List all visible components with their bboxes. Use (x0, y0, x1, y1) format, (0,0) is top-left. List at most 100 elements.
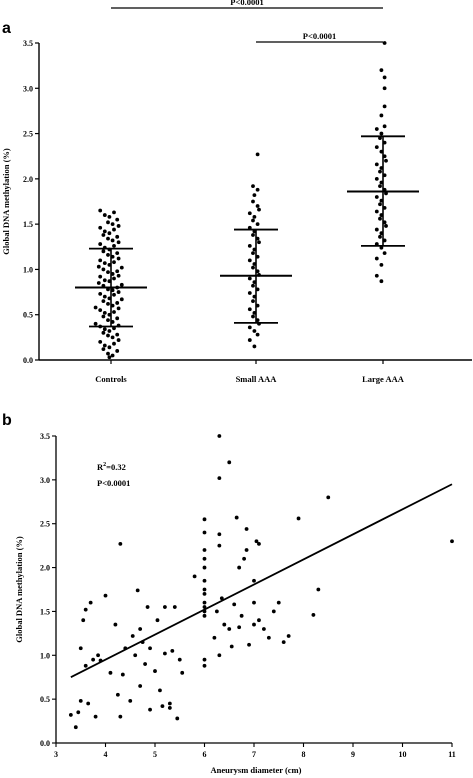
x-tick-label: 6 (203, 750, 207, 759)
data-point (382, 86, 387, 91)
data-point (101, 330, 106, 335)
data-point (257, 240, 261, 245)
data-point (251, 314, 255, 319)
y-tick-label: 3.0 (40, 476, 50, 485)
data-point (116, 224, 121, 228)
data-point (116, 256, 121, 261)
data-point (202, 565, 207, 570)
data-point (115, 217, 120, 222)
x-category-label: Controls (95, 374, 127, 384)
data-point (160, 704, 165, 709)
data-point (91, 657, 96, 662)
data-point (374, 176, 379, 181)
data-point (145, 605, 150, 609)
data-point (192, 574, 197, 579)
data-point (110, 335, 115, 340)
data-point (247, 258, 252, 263)
y-tick-label: 3.5 (40, 432, 50, 441)
data-point (101, 267, 106, 272)
data-point (276, 600, 281, 605)
data-point (382, 104, 387, 109)
data-point (257, 541, 261, 546)
data-point (106, 253, 110, 257)
data-point (96, 653, 100, 658)
data-point (68, 713, 73, 717)
data-point (83, 607, 88, 612)
data-point (112, 292, 116, 297)
data-point (382, 41, 387, 45)
data-point (110, 238, 115, 243)
data-point (102, 311, 107, 315)
y-tick-label: 2.5 (40, 520, 50, 529)
data-point (102, 229, 107, 234)
data-point (251, 218, 255, 223)
data-point (167, 701, 172, 706)
data-point (255, 332, 260, 337)
data-point (138, 627, 143, 631)
data-point (378, 216, 382, 221)
data-point (116, 273, 121, 278)
y-tick-label: 2.0 (40, 564, 50, 573)
data-point (107, 355, 112, 360)
data-point (202, 657, 207, 662)
data-point (379, 263, 384, 267)
y-tick-label: 1.5 (40, 607, 50, 616)
p-value-annotation: P<0.0001 (97, 478, 130, 488)
data-point (374, 145, 379, 150)
data-point (76, 710, 81, 715)
data-point (374, 273, 379, 278)
data-point (251, 283, 255, 288)
data-point (234, 515, 239, 520)
panel-a-significance-bars: P<0.0001 P<0.0001 (111, 0, 383, 43)
data-point (172, 605, 177, 609)
data-point (86, 701, 91, 706)
data-point (119, 265, 124, 270)
data-point (247, 325, 252, 330)
data-point (227, 627, 232, 631)
data-point (247, 338, 252, 342)
data-point (93, 714, 98, 719)
data-point (110, 353, 115, 358)
panel-b-y-axis-label: Global DNA methylation (%) (14, 536, 24, 643)
data-point (167, 706, 172, 710)
data-point (120, 672, 125, 677)
data-point (148, 646, 152, 651)
data-point (382, 251, 387, 256)
y-tick-label: 1.0 (40, 651, 50, 660)
data-point (180, 670, 185, 675)
data-point (102, 343, 107, 348)
data-point (222, 622, 227, 627)
data-point (112, 276, 116, 281)
data-point (107, 345, 112, 350)
panel-b-letter: b (2, 412, 12, 429)
data-point (374, 209, 379, 214)
data-point (239, 613, 244, 618)
data-point (252, 622, 256, 627)
data-point (374, 227, 379, 232)
data-point (119, 297, 124, 302)
data-point (374, 195, 379, 199)
data-point (148, 707, 152, 712)
data-point (115, 301, 120, 305)
data-point (115, 234, 120, 239)
data-point (281, 640, 286, 645)
data-point (217, 434, 222, 438)
data-point (255, 204, 260, 208)
data-point (98, 291, 103, 296)
data-point (202, 587, 207, 592)
data-point (88, 600, 93, 605)
data-point (98, 274, 103, 279)
data-point (382, 75, 387, 80)
data-point (374, 162, 379, 167)
data-point (143, 662, 148, 666)
data-point (128, 698, 133, 703)
data-point (232, 602, 237, 607)
data-point (378, 184, 382, 189)
data-point (83, 663, 88, 668)
panel-a-chart: a 0.0 0.5 1.0 1.5 2.0 2.5 3.0 3.5 Controls Small… (1, 0, 472, 384)
data-point (155, 618, 160, 623)
panel-a-letter: a (2, 20, 11, 37)
panel-b-y-axis: 0.0 0.5 1.0 1.5 2.0 2.5 3.0 3.5 (40, 432, 57, 748)
data-point (112, 243, 116, 248)
data-point (113, 622, 118, 627)
